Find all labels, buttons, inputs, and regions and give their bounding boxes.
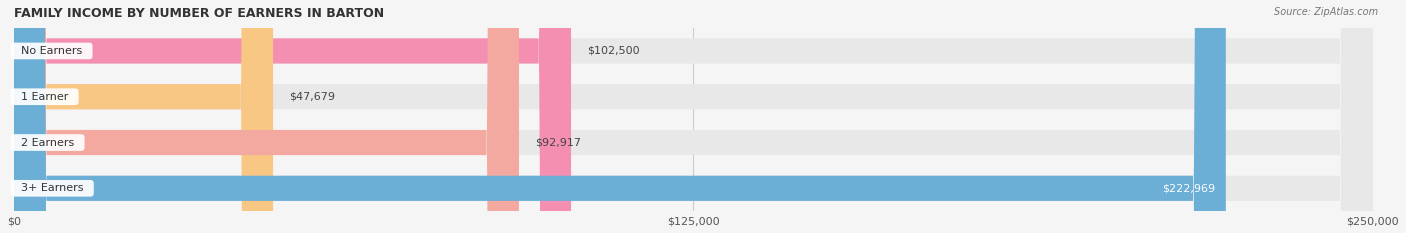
FancyBboxPatch shape: [14, 0, 1226, 233]
Text: 3+ Earners: 3+ Earners: [14, 183, 90, 193]
FancyBboxPatch shape: [14, 0, 571, 233]
FancyBboxPatch shape: [14, 0, 519, 233]
Text: 2 Earners: 2 Earners: [14, 137, 82, 147]
Text: 1 Earner: 1 Earner: [14, 92, 76, 102]
Text: Source: ZipAtlas.com: Source: ZipAtlas.com: [1274, 7, 1378, 17]
Text: $92,917: $92,917: [536, 137, 581, 147]
Text: FAMILY INCOME BY NUMBER OF EARNERS IN BARTON: FAMILY INCOME BY NUMBER OF EARNERS IN BA…: [14, 7, 384, 20]
FancyBboxPatch shape: [14, 0, 1372, 233]
Text: $222,969: $222,969: [1161, 183, 1215, 193]
FancyBboxPatch shape: [14, 0, 273, 233]
FancyBboxPatch shape: [14, 0, 1372, 233]
Text: $102,500: $102,500: [588, 46, 640, 56]
FancyBboxPatch shape: [14, 0, 1372, 233]
Text: No Earners: No Earners: [14, 46, 89, 56]
Text: $47,679: $47,679: [290, 92, 336, 102]
FancyBboxPatch shape: [14, 0, 1372, 233]
